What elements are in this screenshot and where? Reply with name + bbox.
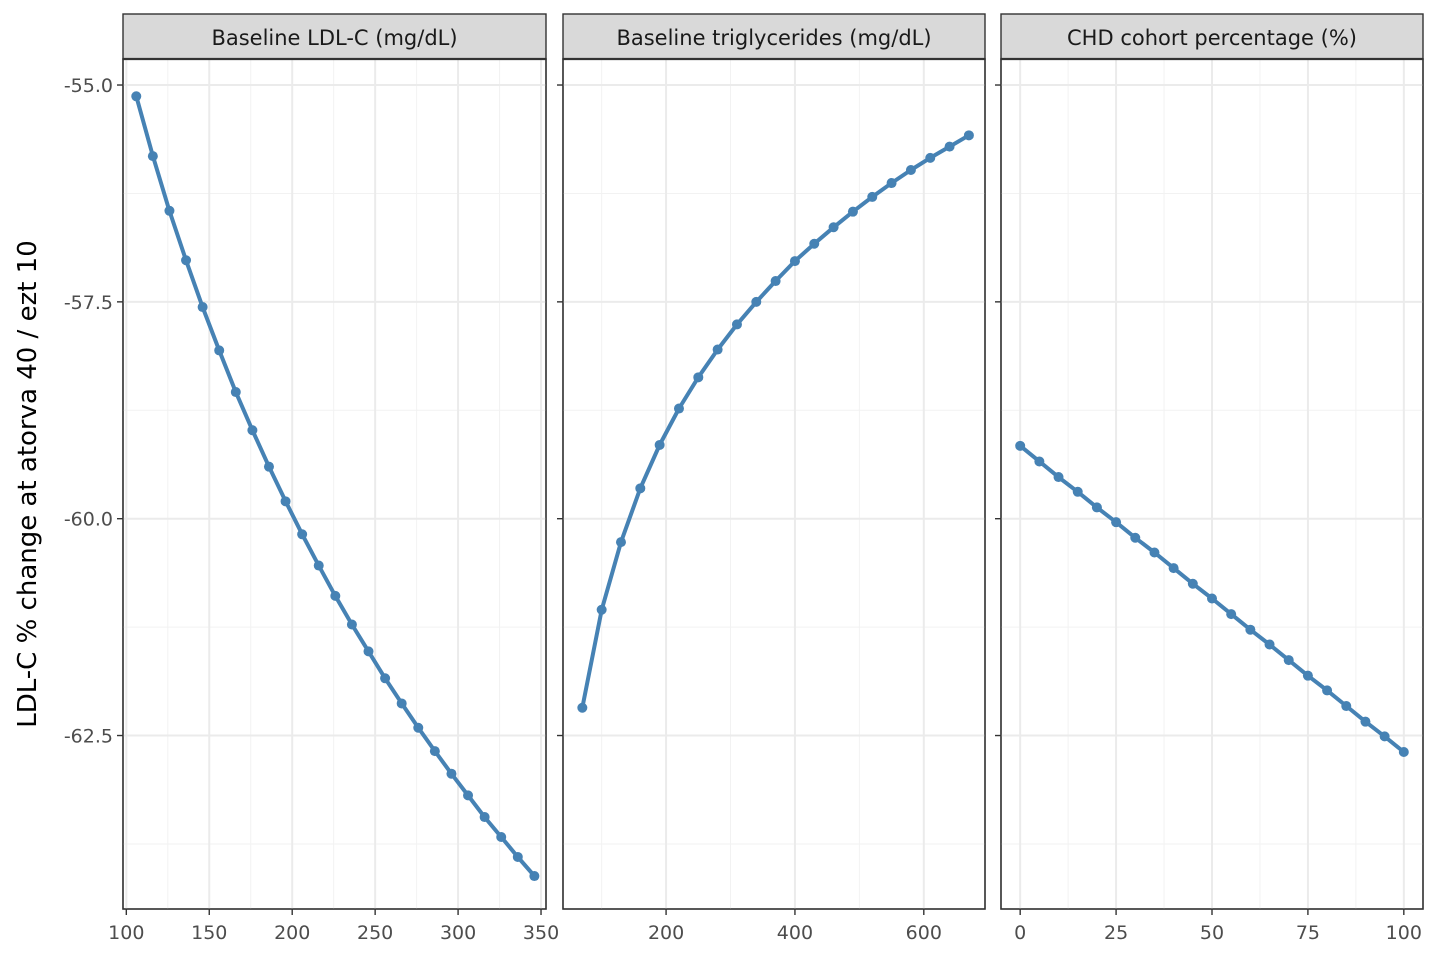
panel-1: Baseline LDL-C (mg/dL) 100 150 200 250 300 350… xyxy=(64,13,559,944)
data-point xyxy=(789,256,800,267)
panels-layer: Baseline LDL-C (mg/dL)100 150 200 250 300 350… xyxy=(64,13,1424,944)
data-point xyxy=(1015,440,1026,451)
x-tick-label: 600 xyxy=(906,922,942,944)
data-point xyxy=(577,702,588,713)
x-tick-label: 25 xyxy=(1104,922,1128,944)
facet-strip-label: Baseline LDL-C (mg/dL) xyxy=(211,26,457,50)
data-point xyxy=(396,698,407,709)
data-point xyxy=(673,403,684,414)
data-point xyxy=(809,238,820,249)
data-point xyxy=(1302,670,1313,681)
data-point xyxy=(1034,456,1045,467)
data-point xyxy=(1398,747,1409,758)
data-point xyxy=(1264,639,1275,650)
data-point xyxy=(131,91,142,102)
data-point xyxy=(330,590,341,601)
x-tick-label: 250 xyxy=(357,922,393,944)
data-point xyxy=(1341,701,1352,712)
data-point xyxy=(512,851,523,862)
data-point xyxy=(615,537,626,548)
x-tick-label: 200 xyxy=(648,922,684,944)
data-point xyxy=(1379,731,1390,742)
data-point xyxy=(770,276,781,287)
data-point xyxy=(247,425,258,436)
data-point xyxy=(413,722,424,733)
data-point xyxy=(1130,532,1141,543)
x-tick-label: 150 xyxy=(191,922,227,944)
data-point xyxy=(828,222,839,233)
data-point xyxy=(1053,472,1064,483)
data-point xyxy=(1283,655,1294,666)
data-point xyxy=(867,191,878,202)
data-point xyxy=(1226,609,1237,620)
data-point xyxy=(1322,685,1333,696)
x-tick-label: 400 xyxy=(777,922,813,944)
data-point xyxy=(751,296,762,307)
y-tick-label: -60.0 xyxy=(64,509,113,531)
data-point xyxy=(363,646,374,657)
data-point xyxy=(693,372,704,383)
data-point xyxy=(1111,517,1122,528)
data-point xyxy=(1360,716,1371,727)
data-point xyxy=(263,461,274,472)
data-point xyxy=(164,205,175,216)
data-point xyxy=(346,619,357,630)
data-point xyxy=(380,673,391,684)
x-tick-label: 100 xyxy=(1386,922,1422,944)
x-tick-label: 100 xyxy=(108,922,144,944)
x-tick-label: 75 xyxy=(1296,922,1320,944)
data-point xyxy=(1091,502,1102,513)
facet-strip-label: Baseline triglycerides (mg/dL) xyxy=(616,26,931,50)
data-point xyxy=(905,165,916,176)
x-tick-label: 200 xyxy=(274,922,310,944)
panel-background xyxy=(562,58,986,910)
data-point xyxy=(635,483,646,494)
x-tick-label: 50 xyxy=(1200,922,1224,944)
data-point xyxy=(446,768,457,779)
data-point xyxy=(1072,486,1083,497)
data-point xyxy=(529,871,540,882)
data-point xyxy=(944,141,955,152)
data-point xyxy=(214,345,225,356)
data-point xyxy=(181,255,192,266)
data-point xyxy=(654,439,665,450)
data-point xyxy=(429,746,440,757)
data-point xyxy=(313,560,324,571)
data-point xyxy=(1187,578,1198,589)
y-tick-label: -62.5 xyxy=(64,726,113,748)
y-tick-label: -55.0 xyxy=(64,75,113,97)
data-point xyxy=(1207,593,1217,604)
data-point xyxy=(596,604,607,615)
panel-background xyxy=(122,58,547,910)
facet-strip xyxy=(1000,13,1424,60)
data-point xyxy=(147,151,158,162)
y-axis-title: LDL-C % change at atorva 40 / ezt 10 xyxy=(13,240,43,728)
x-tick-label: 350 xyxy=(523,922,559,944)
data-point xyxy=(297,529,308,540)
panel-3: CHD cohort percentage (%) 0 25 50 75 100 xyxy=(995,13,1424,944)
facet-strip-label: CHD cohort percentage (%) xyxy=(1067,26,1357,50)
data-point xyxy=(847,206,858,217)
data-point xyxy=(197,302,208,313)
data-point xyxy=(496,832,507,843)
x-tick-label: 300 xyxy=(440,922,476,944)
data-point xyxy=(925,152,936,163)
data-point xyxy=(731,319,742,330)
data-point xyxy=(1245,624,1256,635)
panel-2: Baseline triglycerides (mg/dL) 200 400 600 xyxy=(557,13,986,944)
data-point xyxy=(963,130,974,141)
data-point xyxy=(1149,547,1160,558)
data-point xyxy=(280,496,291,507)
data-point xyxy=(230,387,241,398)
data-point xyxy=(463,790,474,801)
data-point xyxy=(886,178,897,189)
y-tick-label: -57.5 xyxy=(64,292,113,314)
data-point xyxy=(1168,563,1179,574)
x-tick-label: 0 xyxy=(1014,922,1026,944)
data-point xyxy=(712,344,723,355)
data-point xyxy=(479,812,490,823)
